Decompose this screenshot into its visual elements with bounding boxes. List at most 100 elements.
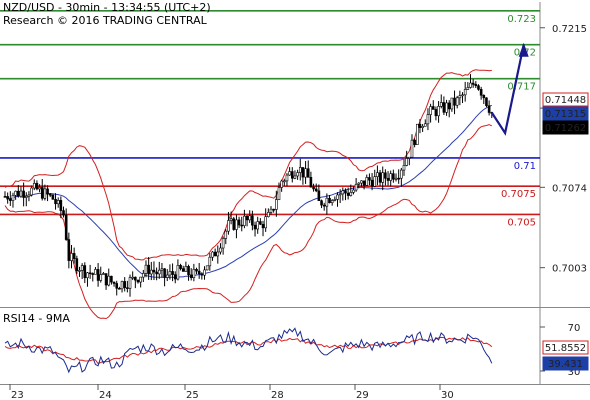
candle-body bbox=[184, 266, 188, 272]
candle-body bbox=[144, 264, 148, 274]
candle-body bbox=[463, 89, 467, 96]
candle-body bbox=[314, 188, 318, 192]
bollinger-bands bbox=[4, 69, 492, 320]
candle-body bbox=[91, 273, 95, 275]
candle-body bbox=[27, 194, 31, 197]
candle-body bbox=[394, 177, 398, 180]
candle-body bbox=[219, 247, 222, 253]
candle-body bbox=[461, 94, 464, 97]
candle-body bbox=[224, 230, 228, 239]
candle-body bbox=[176, 265, 180, 280]
candle-body bbox=[160, 268, 164, 271]
candle-body bbox=[104, 273, 108, 286]
candle-body bbox=[205, 265, 209, 271]
candle-body bbox=[197, 270, 201, 274]
candle-body bbox=[187, 266, 190, 276]
candle-body bbox=[328, 197, 331, 203]
candle-body bbox=[304, 168, 307, 178]
price-tick-label-3: 0.7003 bbox=[552, 264, 587, 275]
candle-body bbox=[221, 238, 225, 249]
candle-body bbox=[110, 275, 113, 283]
rsi-tick-label-0: 70 bbox=[568, 323, 581, 334]
candle-body bbox=[163, 268, 166, 278]
candle-body bbox=[423, 123, 427, 127]
candle-body bbox=[208, 256, 212, 267]
candle-body bbox=[19, 190, 23, 197]
candle-body bbox=[447, 102, 451, 110]
candle-body bbox=[14, 190, 17, 196]
candle-body bbox=[442, 102, 446, 113]
candle-body bbox=[445, 102, 448, 113]
candle-body bbox=[285, 174, 289, 182]
candle-body bbox=[418, 123, 422, 128]
price-tag-label-1: 0.71315 bbox=[545, 109, 586, 120]
candle-body bbox=[466, 87, 470, 90]
candle-body bbox=[86, 272, 89, 279]
candle-body bbox=[6, 196, 9, 200]
candle-body bbox=[410, 139, 414, 158]
candle-body bbox=[152, 269, 156, 273]
candle-body bbox=[179, 265, 182, 269]
candle-body bbox=[296, 172, 299, 177]
candle-body bbox=[16, 190, 20, 197]
candle-body bbox=[381, 172, 385, 183]
candle-body bbox=[306, 168, 310, 178]
candle-body bbox=[421, 125, 424, 128]
candle-body bbox=[78, 270, 81, 272]
candle-body bbox=[261, 223, 265, 229]
candle-body bbox=[471, 82, 475, 85]
candle-body bbox=[298, 167, 302, 173]
candle-body bbox=[346, 192, 350, 196]
candle-body bbox=[370, 179, 374, 187]
rsi-tick-label-1: 30 bbox=[568, 367, 581, 378]
candle-body bbox=[474, 84, 478, 87]
candle-body bbox=[173, 274, 177, 280]
candle-body bbox=[365, 177, 369, 186]
rsi-lines bbox=[4, 327, 493, 374]
candle-body bbox=[277, 187, 281, 200]
candle-body bbox=[195, 268, 198, 272]
candle-body bbox=[349, 192, 353, 196]
candle-body bbox=[362, 180, 366, 186]
candle-body bbox=[155, 271, 158, 275]
candle-body bbox=[22, 190, 25, 198]
level-label-0: 0.723 bbox=[507, 14, 536, 25]
candle-body bbox=[72, 253, 76, 259]
candle-body bbox=[118, 287, 121, 290]
candle-body bbox=[229, 218, 233, 221]
candle-body bbox=[123, 281, 126, 288]
candle-body bbox=[402, 165, 406, 171]
candle-body bbox=[317, 190, 321, 201]
candle-body bbox=[142, 273, 145, 278]
research-credit: Research © 2016 TRADING CENTRAL bbox=[3, 14, 207, 27]
candle-body bbox=[96, 269, 100, 281]
candle-body bbox=[107, 275, 111, 286]
candle-body bbox=[357, 182, 361, 185]
price-tag-box-2 bbox=[542, 120, 589, 135]
candle-body bbox=[479, 89, 483, 96]
candle-body bbox=[330, 200, 334, 203]
day-tick-label-1: 24 bbox=[99, 390, 112, 400]
candle-body bbox=[192, 268, 196, 278]
candlesticks bbox=[3, 74, 494, 297]
candle-body bbox=[83, 265, 87, 279]
candle-body bbox=[54, 199, 57, 205]
candle-body bbox=[24, 195, 28, 198]
chart-title: NZD/USD - 30min - 13:34:55 (UTC+2) bbox=[3, 1, 211, 14]
candle-body bbox=[94, 269, 97, 275]
candle-body bbox=[227, 220, 230, 232]
price-tick-label-0: 0.7215 bbox=[552, 24, 587, 35]
candle-body bbox=[413, 139, 416, 145]
candle-body bbox=[136, 279, 140, 283]
candle-body bbox=[253, 224, 257, 230]
candle-body bbox=[134, 276, 137, 281]
candle-body bbox=[477, 85, 480, 90]
candle-body bbox=[415, 123, 419, 145]
forecast-path bbox=[490, 44, 525, 136]
candle-body bbox=[115, 283, 119, 289]
candle-body bbox=[56, 200, 60, 205]
level-label-3: 0.71 bbox=[514, 161, 536, 172]
level-label-2: 0.717 bbox=[507, 82, 536, 93]
